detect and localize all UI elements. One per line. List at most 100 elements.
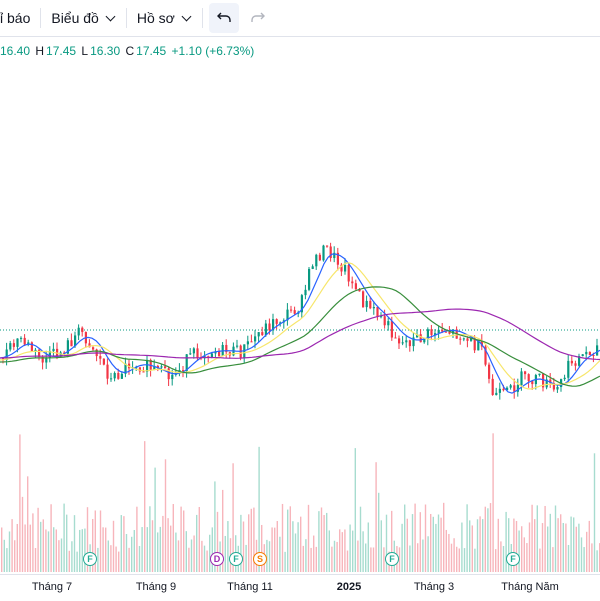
candle-body <box>495 392 498 395</box>
profile-menu-button[interactable]: Hồ sơ <box>127 0 196 36</box>
candle-body <box>567 360 570 378</box>
volume-bar <box>94 510 96 572</box>
volume-bar <box>40 521 42 572</box>
event-marker-s[interactable]: S <box>253 552 267 566</box>
volume-bar <box>196 514 198 572</box>
volume-bar <box>159 526 161 572</box>
volume-bar <box>21 496 24 572</box>
volume-bar <box>310 547 312 572</box>
volume-bar <box>341 532 343 572</box>
candle-body <box>70 340 73 347</box>
ohlc-low-label: L <box>81 44 89 58</box>
candle-body <box>398 338 401 344</box>
candle-body <box>513 385 516 392</box>
candle-body <box>106 364 109 379</box>
xaxis-label: Tháng 3 <box>413 581 455 593</box>
volume-bar <box>515 520 518 572</box>
volume-bar <box>445 529 447 572</box>
volume-bar <box>136 506 138 572</box>
volume-bar <box>307 504 310 572</box>
volume-bar <box>495 549 497 572</box>
candle-body <box>322 245 325 261</box>
candle-body <box>113 372 116 379</box>
volume-bar <box>157 532 159 572</box>
volume-bar <box>417 543 419 572</box>
volume-bar <box>266 539 268 572</box>
volume-bar <box>570 516 572 572</box>
volume-bar <box>502 546 505 572</box>
candle-body <box>585 351 588 355</box>
candle-body <box>164 366 167 369</box>
volume-bar <box>245 544 247 572</box>
volume-bar <box>167 518 169 572</box>
candle-body <box>156 365 159 368</box>
volume-bar <box>206 550 208 572</box>
undo-button[interactable] <box>208 3 239 33</box>
volume-bar <box>24 524 26 572</box>
volume-bar <box>534 519 536 572</box>
candle-body <box>531 381 534 385</box>
time-axis[interactable]: Tháng 7 Tháng 9 Tháng 11 2025 Tháng 3 Th… <box>0 574 600 601</box>
candle-body <box>160 366 163 368</box>
volume-bar <box>453 538 455 572</box>
volume-bar <box>177 540 180 572</box>
event-marker-d[interactable]: D <box>210 552 224 566</box>
volume-bar <box>193 535 195 572</box>
redo-button[interactable] <box>243 3 273 33</box>
price-chart[interactable] <box>0 36 600 574</box>
volume-bar <box>401 523 403 572</box>
volume-bar <box>79 529 81 572</box>
ohlc-close: 17.45 <box>136 44 167 58</box>
ma-yellow-line <box>0 262 600 390</box>
chevron-down-icon <box>105 11 116 21</box>
volume-bar <box>591 543 593 572</box>
volume-bar <box>461 522 463 572</box>
ma-green-line <box>0 286 600 387</box>
volume-bar <box>149 506 151 572</box>
volume-bar <box>71 541 73 572</box>
volume-bar <box>352 530 354 572</box>
volume-bar <box>333 540 336 572</box>
volume-bar <box>424 504 427 572</box>
event-marker-f[interactable]: F <box>506 552 520 566</box>
volume-bar <box>437 514 440 572</box>
volume-bar <box>479 516 481 572</box>
event-marker-f[interactable]: F <box>385 552 399 566</box>
candle-body <box>369 300 372 309</box>
volume-bar <box>526 543 528 572</box>
candle-body <box>214 351 217 354</box>
volume-bar <box>42 519 44 572</box>
ohlc-high: 17.45 <box>46 44 77 58</box>
candle-body <box>412 337 415 347</box>
candle-body <box>48 351 51 358</box>
candle-body <box>423 338 426 343</box>
candle-body <box>9 343 12 350</box>
volume-bar <box>497 518 499 572</box>
ohlc-close-label: C <box>125 44 135 58</box>
volume-bar <box>432 516 434 572</box>
volume-bar <box>344 529 346 572</box>
ohlc-open: 16.40 <box>0 44 31 58</box>
indicators-button[interactable]: ỉ báo <box>0 0 36 36</box>
candle-body <box>473 338 476 351</box>
candle-body <box>138 367 141 372</box>
candle-body <box>394 337 397 339</box>
volume-bar <box>271 527 273 572</box>
volume-bar <box>573 517 575 572</box>
volume-bar <box>562 523 564 572</box>
candle-body <box>340 264 343 272</box>
chart-menu-button[interactable]: Biểu đồ <box>41 0 119 36</box>
candle-body <box>254 336 257 342</box>
volume-bar <box>151 520 154 572</box>
volume-bar <box>508 518 510 572</box>
volume-bar <box>528 522 531 572</box>
volume-bar <box>175 532 177 572</box>
candle-body <box>488 364 491 379</box>
volume-bar <box>279 536 281 572</box>
event-marker-f[interactable]: F <box>83 552 97 566</box>
candle-body <box>315 254 318 267</box>
event-marker-f[interactable]: F <box>229 552 243 566</box>
volume-bar <box>500 541 502 572</box>
candle-body <box>405 340 408 343</box>
volume-bar <box>492 433 494 572</box>
